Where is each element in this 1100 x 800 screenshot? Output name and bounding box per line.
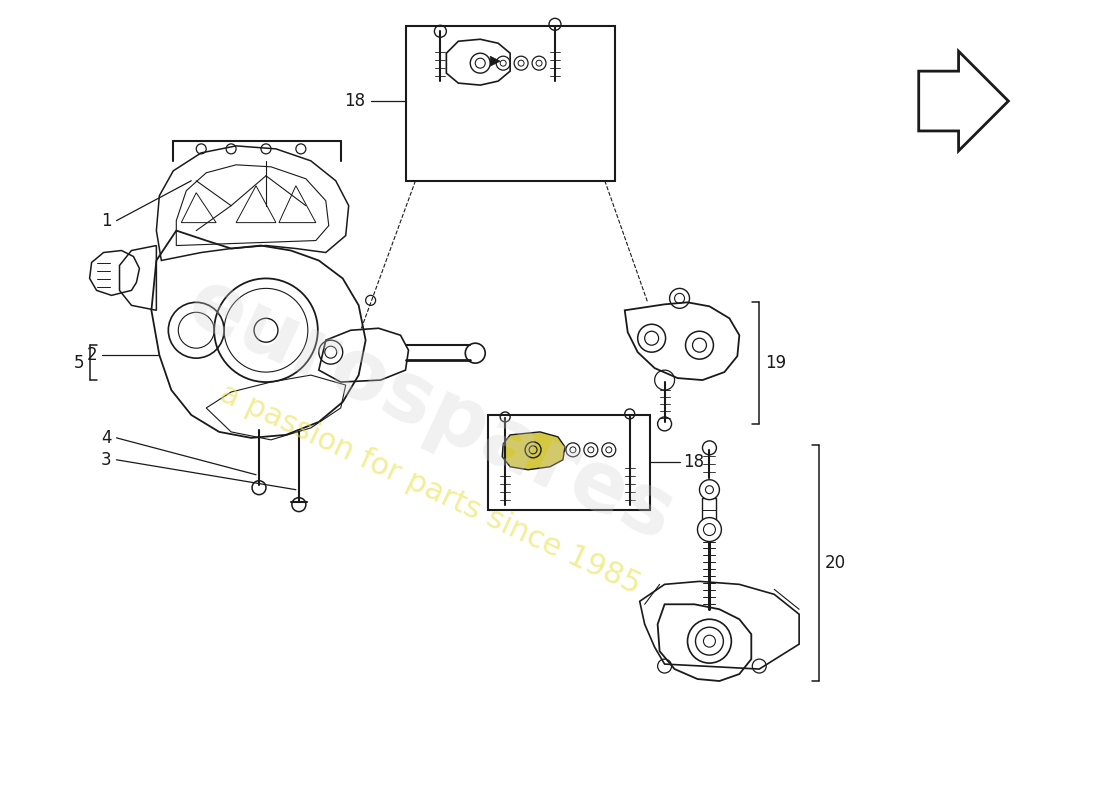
Text: eurospares: eurospares <box>174 262 686 558</box>
Text: 5: 5 <box>74 354 85 372</box>
Text: a passion for parts since 1985: a passion for parts since 1985 <box>216 379 646 600</box>
Text: 4: 4 <box>101 429 111 447</box>
Polygon shape <box>503 432 565 470</box>
Text: 2: 2 <box>87 346 98 364</box>
Bar <box>703 498 716 519</box>
Text: 1: 1 <box>101 212 111 230</box>
Text: 20: 20 <box>825 554 846 572</box>
Polygon shape <box>491 56 501 66</box>
Text: 3: 3 <box>101 450 111 469</box>
Bar <box>488 415 650 510</box>
Text: 18: 18 <box>683 453 705 470</box>
Circle shape <box>697 518 722 542</box>
Bar <box>406 26 615 181</box>
Text: 19: 19 <box>766 354 786 372</box>
Circle shape <box>700 480 719 500</box>
Text: 18: 18 <box>344 92 365 110</box>
